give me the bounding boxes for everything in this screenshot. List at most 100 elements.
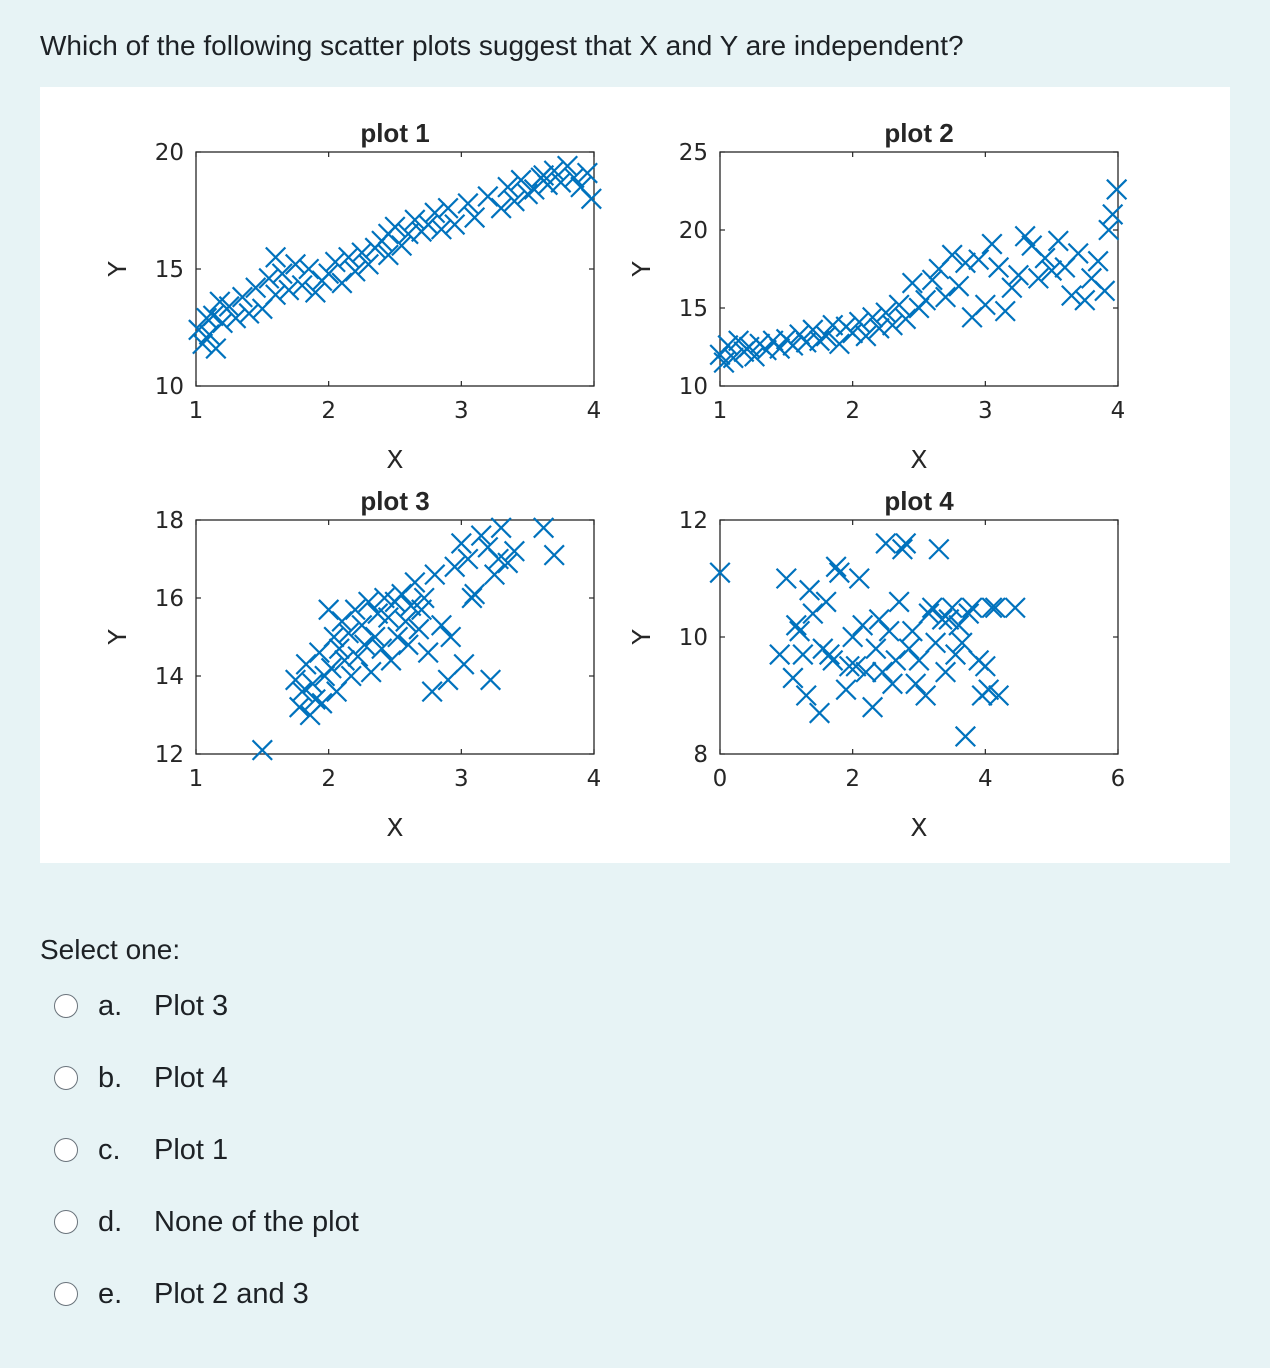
option-letter: d. (98, 1205, 123, 1238)
data-point-marker (891, 538, 913, 560)
option-e[interactable]: e. Plot 2 and 3 (54, 1258, 654, 1330)
marker-stroke (1021, 235, 1043, 257)
option-c[interactable]: c. Plot 1 (54, 1114, 654, 1186)
radio-button[interactable] (54, 1138, 78, 1162)
data-point-marker (421, 681, 443, 703)
x-tick-label: 6 (1111, 766, 1126, 792)
plot-title: plot 2 (884, 118, 953, 148)
option-text: Plot 4 (154, 1061, 229, 1094)
x-tick-label: 1 (189, 398, 204, 424)
x-tick-label: 3 (454, 766, 469, 792)
data-point-marker (251, 739, 273, 761)
data-point-marker (430, 218, 452, 240)
data-point-marker (320, 657, 342, 679)
marker-stroke (238, 302, 260, 325)
data-point-marker (479, 669, 502, 691)
marker-stroke (211, 312, 234, 334)
data-point-marker (400, 595, 422, 617)
data-point-marker (477, 185, 499, 208)
marker-stroke (258, 267, 280, 289)
marker-stroke (974, 294, 996, 316)
data-point-marker (769, 643, 791, 666)
marker-stroke (490, 517, 512, 539)
data-point-marker (490, 197, 512, 219)
marker-stroke (192, 333, 214, 355)
data-point-marker (795, 684, 817, 707)
data-point-marker (211, 312, 234, 334)
marker-stroke (782, 667, 804, 689)
y-tick-label: 10 (679, 625, 708, 651)
marker-stroke (404, 571, 426, 593)
marker-stroke (417, 642, 439, 664)
marker-stroke (417, 213, 439, 236)
marker-stroke (728, 330, 750, 352)
marker-stroke (738, 336, 760, 358)
data-point-marker (503, 540, 525, 562)
marker-stroke (1047, 230, 1069, 252)
data-point-marker (397, 634, 419, 656)
option-b[interactable]: b. Plot 4 (54, 1042, 654, 1114)
data-point-marker (265, 284, 287, 306)
marker-stroke (795, 331, 817, 353)
data-point-marker (238, 302, 260, 325)
y-tick-label: 12 (679, 508, 708, 534)
option-d[interactable]: d. None of the plot (54, 1186, 654, 1258)
data-point-marker (855, 661, 877, 683)
marker-stroke (497, 552, 519, 574)
data-point-marker (258, 267, 280, 289)
data-point-marker (868, 317, 890, 339)
data-point-marker (908, 649, 930, 671)
y-axis-label: Y (627, 629, 656, 646)
marker-stroke (209, 291, 231, 313)
marker-stroke (377, 223, 399, 245)
marker-stroke (453, 653, 475, 675)
marker-stroke (1027, 267, 1049, 289)
marker-stroke (413, 587, 435, 609)
y-tick-label: 25 (679, 140, 708, 166)
marker-stroke (344, 599, 366, 621)
data-point-marker (225, 307, 247, 329)
data-point-marker (895, 532, 917, 554)
data-point-marker (1098, 219, 1120, 241)
data-point-marker (798, 579, 821, 601)
data-point-marker (1074, 289, 1096, 311)
data-point-marker (424, 202, 446, 224)
marker-stroke (901, 272, 923, 294)
data-point-marker (338, 622, 360, 644)
data-point-marker (437, 197, 459, 219)
option-letter: a. (98, 989, 123, 1022)
marker-stroke (503, 540, 525, 562)
marker-stroke (357, 253, 380, 275)
data-point-marker (331, 610, 353, 632)
question-text: Which of the following scatter plots sug… (40, 30, 964, 61)
data-point-marker (331, 272, 353, 294)
x-axis-label: X (910, 445, 927, 474)
option-text: None of the plot (154, 1205, 359, 1238)
x-tick-label: 2 (845, 766, 860, 792)
data-point-marker (968, 249, 990, 271)
marker-stroke (875, 532, 897, 554)
x-tick-label: 4 (1111, 398, 1126, 424)
marker-stroke (550, 171, 572, 193)
data-point-marker (417, 642, 439, 664)
data-point-marker (868, 608, 890, 631)
radio-button[interactable] (54, 1066, 78, 1090)
marker-stroke (954, 252, 976, 274)
marker-stroke (895, 308, 917, 330)
radio-button[interactable] (54, 1282, 78, 1306)
marker-stroke (928, 538, 950, 560)
radio-button[interactable] (54, 994, 78, 1018)
y-tick-label: 20 (155, 140, 184, 166)
option-text: Plot 2 and 3 (154, 1277, 309, 1310)
marker-stroke (367, 603, 389, 625)
data-point-marker (311, 692, 333, 714)
option-a[interactable]: a. Plot 3 (54, 970, 654, 1042)
plot-title: plot 1 (360, 118, 429, 148)
data-point-marker (483, 564, 506, 586)
marker-stroke (925, 632, 947, 654)
radio-button[interactable] (54, 1210, 78, 1234)
data-point-marker (954, 252, 976, 274)
data-point-marker (424, 564, 446, 586)
marker-stroke (1014, 225, 1036, 247)
